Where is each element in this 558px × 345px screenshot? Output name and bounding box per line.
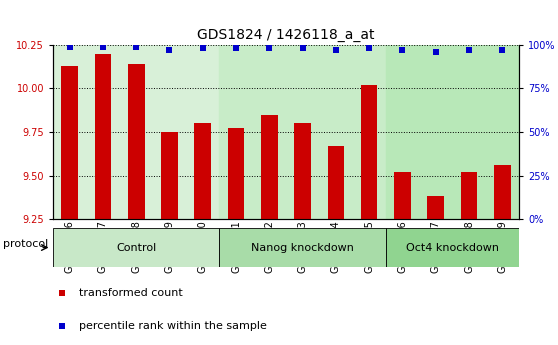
- Point: [331, 47, 340, 53]
- Point: [232, 46, 240, 51]
- Point: [165, 47, 174, 53]
- Point: [58, 323, 67, 328]
- Point: [498, 47, 507, 53]
- Bar: [427, 196, 444, 219]
- Bar: [394, 172, 411, 219]
- Bar: [328, 146, 344, 219]
- Point: [132, 44, 141, 49]
- Text: protocol: protocol: [3, 239, 48, 249]
- Bar: [294, 123, 311, 219]
- Bar: [461, 172, 477, 219]
- Bar: [228, 128, 244, 219]
- Point: [65, 44, 74, 49]
- Bar: [161, 132, 178, 219]
- Point: [465, 47, 474, 53]
- Bar: [219, 228, 386, 267]
- Point: [298, 46, 307, 51]
- Point: [265, 46, 274, 51]
- Point: [198, 46, 207, 51]
- Text: transformed count: transformed count: [79, 288, 182, 298]
- Bar: [386, 45, 519, 219]
- Text: Nanog knockdown: Nanog knockdown: [251, 243, 354, 253]
- Bar: [219, 45, 386, 219]
- Bar: [361, 85, 378, 219]
- Bar: [494, 165, 511, 219]
- Text: Oct4 knockdown: Oct4 knockdown: [406, 243, 499, 253]
- Bar: [386, 45, 519, 219]
- Bar: [128, 64, 145, 219]
- Title: GDS1824 / 1426118_a_at: GDS1824 / 1426118_a_at: [197, 28, 375, 42]
- Point: [431, 49, 440, 55]
- Bar: [53, 228, 219, 267]
- Bar: [53, 45, 219, 219]
- Bar: [219, 45, 386, 219]
- Bar: [261, 115, 278, 219]
- Bar: [386, 228, 519, 267]
- Point: [58, 290, 67, 296]
- Bar: [194, 123, 211, 219]
- Text: percentile rank within the sample: percentile rank within the sample: [79, 321, 267, 331]
- Bar: [95, 53, 111, 219]
- Point: [365, 46, 374, 51]
- Point: [98, 44, 107, 49]
- Bar: [53, 45, 219, 219]
- Text: Control: Control: [116, 243, 156, 253]
- Bar: [61, 66, 78, 219]
- Point: [398, 47, 407, 53]
